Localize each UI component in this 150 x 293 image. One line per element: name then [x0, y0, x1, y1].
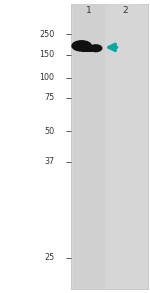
Text: 100: 100: [39, 74, 54, 82]
Bar: [108, 4, 141, 289]
Text: 50: 50: [44, 127, 54, 136]
Bar: [70, 4, 148, 289]
Ellipse shape: [71, 40, 92, 52]
Text: 25: 25: [44, 253, 54, 263]
Bar: [82, 45, 96, 52]
Bar: [73, 4, 105, 289]
Text: 1: 1: [86, 6, 92, 16]
Text: 250: 250: [39, 30, 54, 39]
Text: 150: 150: [39, 50, 54, 59]
Text: 2: 2: [122, 6, 128, 16]
Ellipse shape: [89, 44, 102, 52]
Text: 37: 37: [44, 157, 54, 166]
Text: 75: 75: [44, 93, 54, 102]
